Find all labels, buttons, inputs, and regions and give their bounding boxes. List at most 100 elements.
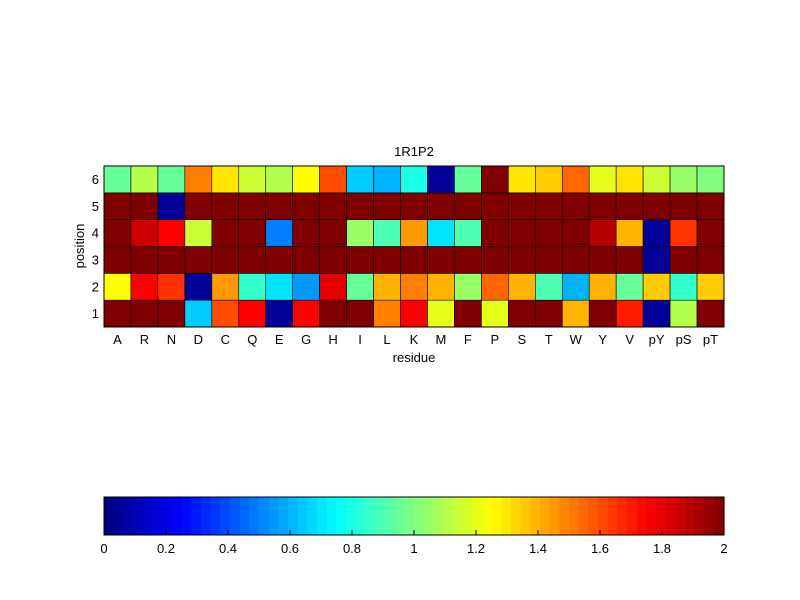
colorbar-swatch [414, 497, 425, 535]
colorbar-tick-labels: 0 0.2 0.4 0.6 0.8 1 1.2 1.4 1.6 1.8 2 [100, 530, 728, 556]
heatmap-cell-G-6 [292, 165, 320, 194]
heatmap-cell-I-1 [346, 299, 374, 328]
heatmap-cell-W-5 [561, 192, 590, 220]
heatmap-cell-H-5 [319, 192, 347, 220]
heatmap-cell-A-2 [103, 273, 132, 301]
x-axis-label: residue [393, 350, 436, 365]
heatmap-cell-D-3 [184, 246, 213, 274]
heatmap-cell-C-3 [211, 246, 240, 274]
heatmap-cell-M-1 [427, 299, 455, 328]
colorbar-swatch [346, 497, 357, 535]
colorbar-swatch [365, 497, 376, 535]
chart-title: 1R1P2 [394, 144, 434, 159]
x-tick-label: pS [676, 332, 692, 347]
heatmap-cell-G-4 [292, 219, 320, 247]
colorbar-swatch [375, 497, 386, 535]
colorbar-swatch [636, 497, 648, 535]
heatmap-cell-P-1 [481, 299, 509, 328]
heatmap-cell-Q-3 [238, 246, 267, 274]
heatmap-cell-A-5 [103, 192, 132, 220]
heatmap-cell-G-5 [292, 192, 320, 220]
heatmap-cell-Y-3 [588, 246, 617, 274]
heatmap-cell-I-6 [346, 165, 374, 194]
heatmap-cell-M-6 [427, 165, 455, 194]
colorbar-tick-label: 0.4 [219, 541, 237, 556]
heatmap-cell-Y-5 [588, 192, 617, 220]
heatmap-cell-V-5 [615, 192, 644, 220]
x-tick-label: pY [649, 332, 665, 347]
colorbar-swatch [210, 497, 221, 535]
heatmap-cell-V-4 [615, 219, 644, 247]
colorbar-swatch [704, 497, 715, 535]
heatmap-cell-G-1 [292, 299, 320, 328]
heatmap-cell-I-4 [346, 219, 374, 247]
colorbar-swatch [384, 497, 396, 535]
heatmap-cell-H-2 [319, 273, 347, 301]
colorbar-swatch [326, 497, 338, 535]
heatmap-cell-G-2 [292, 273, 320, 301]
heatmap-cell-N-5 [157, 192, 186, 220]
heatmap-cell-E-1 [265, 299, 293, 328]
heatmap-cell-A-4 [103, 219, 132, 247]
heatmap-cell-M-2 [427, 273, 455, 301]
colorbar-tick-label: 1.8 [653, 541, 671, 556]
heatmap-cell-pT-6 [696, 165, 725, 194]
x-tick-label: D [194, 332, 203, 347]
heatmap-cell-pY-6 [642, 165, 671, 194]
colorbar-tick-label: 1 [410, 541, 417, 556]
heatmap-cell-pY-4 [642, 219, 671, 247]
colorbar-swatch [278, 497, 289, 535]
heatmap-cell-pS-3 [669, 246, 698, 274]
heatmap-cell-S-6 [508, 165, 536, 194]
heatmap-cell-R-2 [130, 273, 159, 301]
heatmap-cell-H-3 [319, 246, 347, 274]
x-tick-label: M [436, 332, 447, 347]
colorbar-swatch [539, 497, 551, 535]
colorbar-swatch [152, 497, 163, 535]
heatmap-cell-R-5 [130, 192, 159, 220]
heatmap-cell-F-5 [454, 192, 482, 220]
colorbar-swatch [133, 497, 144, 535]
x-tick-label: G [301, 332, 311, 347]
heatmap-cell-Y-6 [588, 165, 617, 194]
heatmap-cell-M-5 [427, 192, 455, 220]
heatmap-cell-Q-4 [238, 219, 267, 247]
colorbar-swatch [181, 497, 192, 535]
heatmap-cell-K-5 [400, 192, 428, 220]
heatmap-cell-L-2 [373, 273, 401, 301]
heatmap-cell-T-4 [535, 219, 563, 247]
heatmap-cell-S-3 [508, 246, 536, 274]
colorbar-tick-label: 0.6 [281, 541, 299, 556]
colorbar-swatch [520, 497, 531, 535]
heatmap-cell-L-6 [373, 165, 401, 194]
heatmap-cell-Q-2 [238, 273, 267, 301]
colorbar-swatch [598, 497, 609, 535]
heatmap-frame [103, 165, 725, 328]
colorbar-swatch [665, 497, 677, 535]
heatmap-cell-P-3 [481, 246, 509, 274]
heatmap-cell-F-6 [454, 165, 482, 194]
x-tick-label: C [221, 332, 230, 347]
heatmap-cell-pY-2 [642, 273, 671, 301]
heatmap-cell-D-4 [184, 219, 213, 247]
y-tick-label: 3 [92, 252, 99, 267]
x-tick-label: P [491, 332, 500, 347]
heatmap-cell-C-4 [211, 219, 240, 247]
colorbar-swatch [229, 497, 241, 535]
colorbar-swatch [588, 497, 599, 535]
heatmap-cell-K-6 [400, 165, 428, 194]
heatmap-cells [103, 165, 725, 328]
colorbar-swatch [297, 497, 309, 535]
x-tick-label: N [167, 332, 176, 347]
heatmap-cell-R-3 [130, 246, 159, 274]
heatmap-cell-F-1 [454, 299, 482, 328]
heatmap-cell-W-2 [561, 273, 590, 301]
heatmap-cell-W-4 [561, 219, 590, 247]
heatmap-cell-I-5 [346, 192, 374, 220]
heatmap-cell-W-6 [561, 165, 590, 194]
heatmap-cell-S-1 [508, 299, 536, 328]
heatmap-cell-L-5 [373, 192, 401, 220]
heatmap-cell-pT-3 [696, 246, 725, 274]
colorbar-swatch [452, 497, 464, 535]
